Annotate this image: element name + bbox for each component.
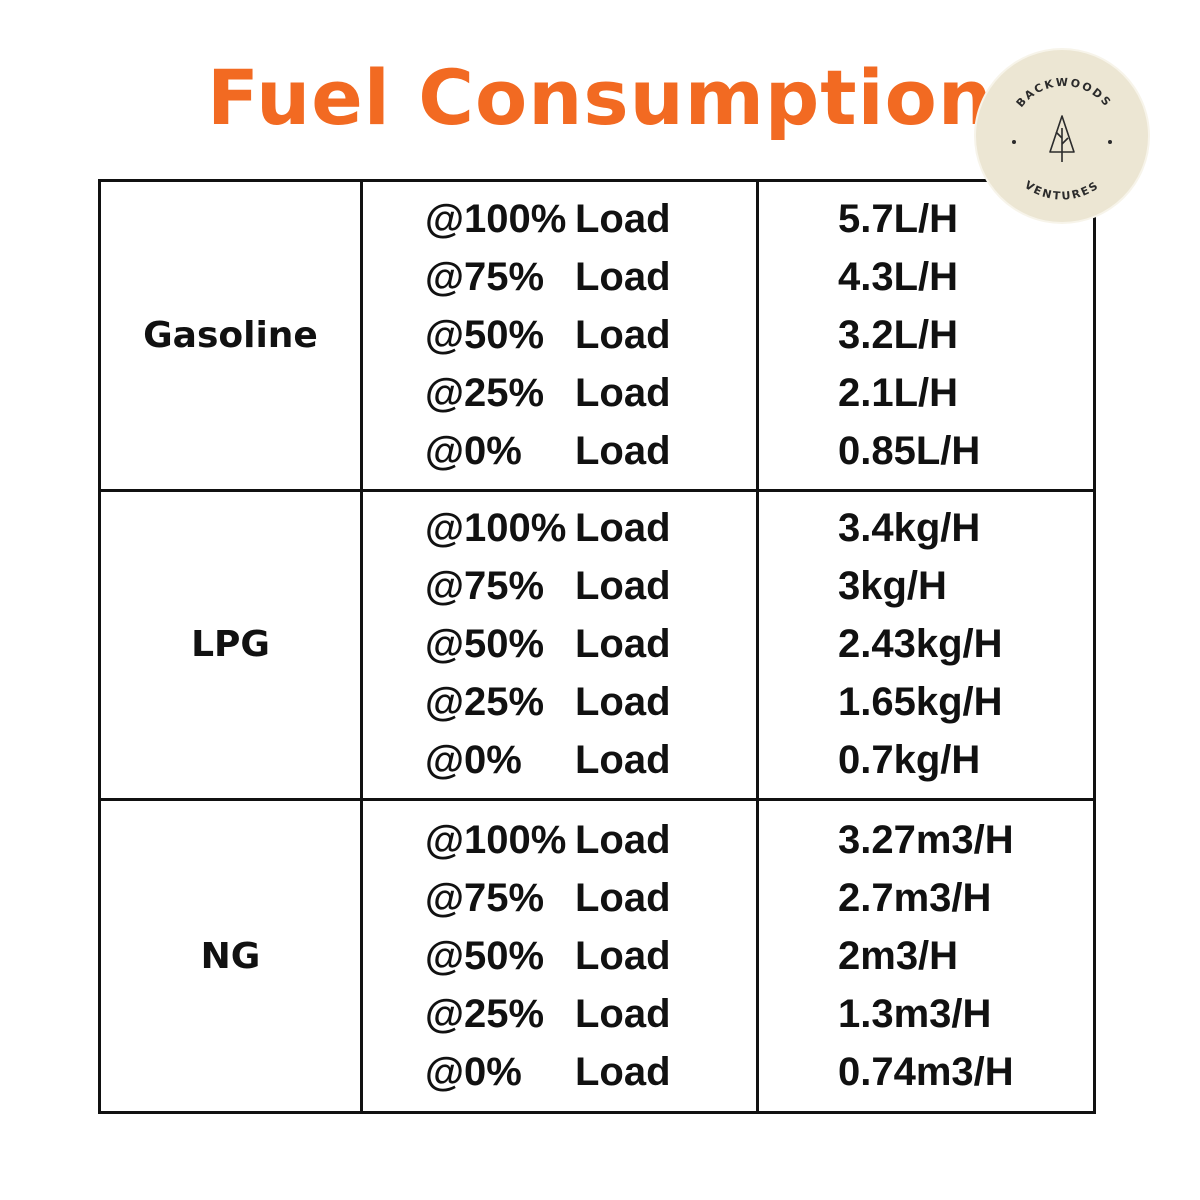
consumption-rate: 0.74m3/H xyxy=(838,1049,1014,1094)
load-row: @50% Load xyxy=(425,616,756,674)
load-list: @100% Load @75% Load @50% Load @25% Load @0%… xyxy=(363,801,759,1111)
load-label: Load xyxy=(575,680,671,725)
load-label: Load xyxy=(575,506,671,551)
load-label: Load xyxy=(575,428,671,473)
load-row: @100% Load xyxy=(425,811,756,869)
load-row: @25% Load xyxy=(425,674,756,732)
load-row: @50% Load xyxy=(425,927,756,985)
load-row: @50% Load xyxy=(425,306,756,364)
load-percent: @0% xyxy=(425,428,522,473)
load-label: Load xyxy=(575,622,671,667)
fuel-type-label: NG xyxy=(200,935,261,977)
load-label: Load xyxy=(575,875,671,920)
load-list: @100% Load @75% Load @50% Load @25% Load @0%… xyxy=(363,491,759,802)
logo-dot-right xyxy=(1108,140,1112,144)
load-row: @100% Load xyxy=(425,500,756,558)
load-label: Load xyxy=(575,370,671,415)
consumption-rate: 0.7kg/H xyxy=(838,738,981,783)
load-label: Load xyxy=(575,254,671,299)
consumption-rate: 0.85L/H xyxy=(838,428,981,473)
page-title: Fuel Consumption xyxy=(206,53,994,142)
consumption-rate: 2.7m3/H xyxy=(838,875,992,920)
load-row: @25% Load xyxy=(425,985,756,1043)
consumption-rate: 3.2L/H xyxy=(838,312,959,357)
backwoods-ventures-logo: BACKWOODS VENTURES xyxy=(976,50,1148,222)
logo-dot-left xyxy=(1012,140,1016,144)
tree-icon xyxy=(1049,115,1075,162)
fuel-consumption-table: Gasoline @100% Load @75% Load @50% Load @25… xyxy=(98,179,1096,1114)
load-percent: @50% xyxy=(425,933,545,978)
load-list: @100% Load @75% Load @50% Load @25% Load @0%… xyxy=(363,182,759,492)
load-row: @0% Load xyxy=(425,732,756,790)
rate-list: 3.4kg/H 3kg/H 2.43kg/H 1.65kg/H 0.7kg/H xyxy=(759,492,1093,802)
consumption-rate: 1.3m3/H xyxy=(838,991,992,1036)
consumption-rate: 2.43kg/H xyxy=(838,622,1003,667)
load-label: Load xyxy=(575,817,671,862)
consumption-rate: 3.4kg/H xyxy=(838,506,981,551)
load-percent: @50% xyxy=(425,312,545,357)
load-row: @25% Load xyxy=(425,364,756,422)
rate-list: 5.7L/H 4.3L/H 3.2L/H 2.1L/H 0.85L/H xyxy=(759,182,1093,492)
load-percent: @25% xyxy=(425,680,545,725)
load-percent: @100% xyxy=(425,506,567,551)
load-percent: @100% xyxy=(425,196,567,241)
consumption-rate: 3.27m3/H xyxy=(838,817,1014,862)
load-row: @100% Load xyxy=(425,190,756,248)
consumption-rate: 3kg/H xyxy=(838,564,947,609)
load-row: @75% Load xyxy=(425,558,756,616)
load-label: Load xyxy=(575,312,671,357)
load-percent: @0% xyxy=(425,738,522,783)
consumption-rate: 2.1L/H xyxy=(838,370,959,415)
load-percent: @0% xyxy=(425,1049,522,1094)
fuel-type-label: Gasoline xyxy=(143,314,318,356)
logo-graphic: BACKWOODS VENTURES xyxy=(1012,76,1115,203)
consumption-rate: 1.65kg/H xyxy=(838,680,1003,725)
load-label: Load xyxy=(575,196,671,241)
load-label: Load xyxy=(575,738,671,783)
load-row: @0% Load xyxy=(425,1043,756,1101)
logo-text-top: BACKWOODS xyxy=(1014,76,1115,110)
load-row: @0% Load xyxy=(425,422,756,480)
logo-text-bottom: VENTURES xyxy=(1022,178,1101,202)
load-label: Load xyxy=(575,1049,671,1094)
load-label: Load xyxy=(575,564,671,609)
fuel-type-cell: LPG xyxy=(101,491,363,802)
load-percent: @75% xyxy=(425,875,545,920)
load-row: @75% Load xyxy=(425,248,756,306)
rate-list: 3.27m3/H 2.7m3/H 2m3/H 1.3m3/H 0.74m3/H xyxy=(759,801,1093,1111)
load-row: @75% Load xyxy=(425,869,756,927)
consumption-rate: 5.7L/H xyxy=(838,196,959,241)
load-percent: @75% xyxy=(425,254,545,299)
load-percent: @25% xyxy=(425,991,545,1036)
consumption-rate: 2m3/H xyxy=(838,933,959,978)
load-percent: @50% xyxy=(425,622,545,667)
fuel-type-cell: NG xyxy=(101,801,363,1111)
load-percent: @25% xyxy=(425,370,545,415)
load-percent: @75% xyxy=(425,564,545,609)
load-percent: @100% xyxy=(425,817,567,862)
load-label: Load xyxy=(575,933,671,978)
consumption-rate: 4.3L/H xyxy=(838,254,959,299)
load-label: Load xyxy=(575,991,671,1036)
fuel-type-label: LPG xyxy=(191,624,270,666)
fuel-type-cell: Gasoline xyxy=(101,182,363,492)
